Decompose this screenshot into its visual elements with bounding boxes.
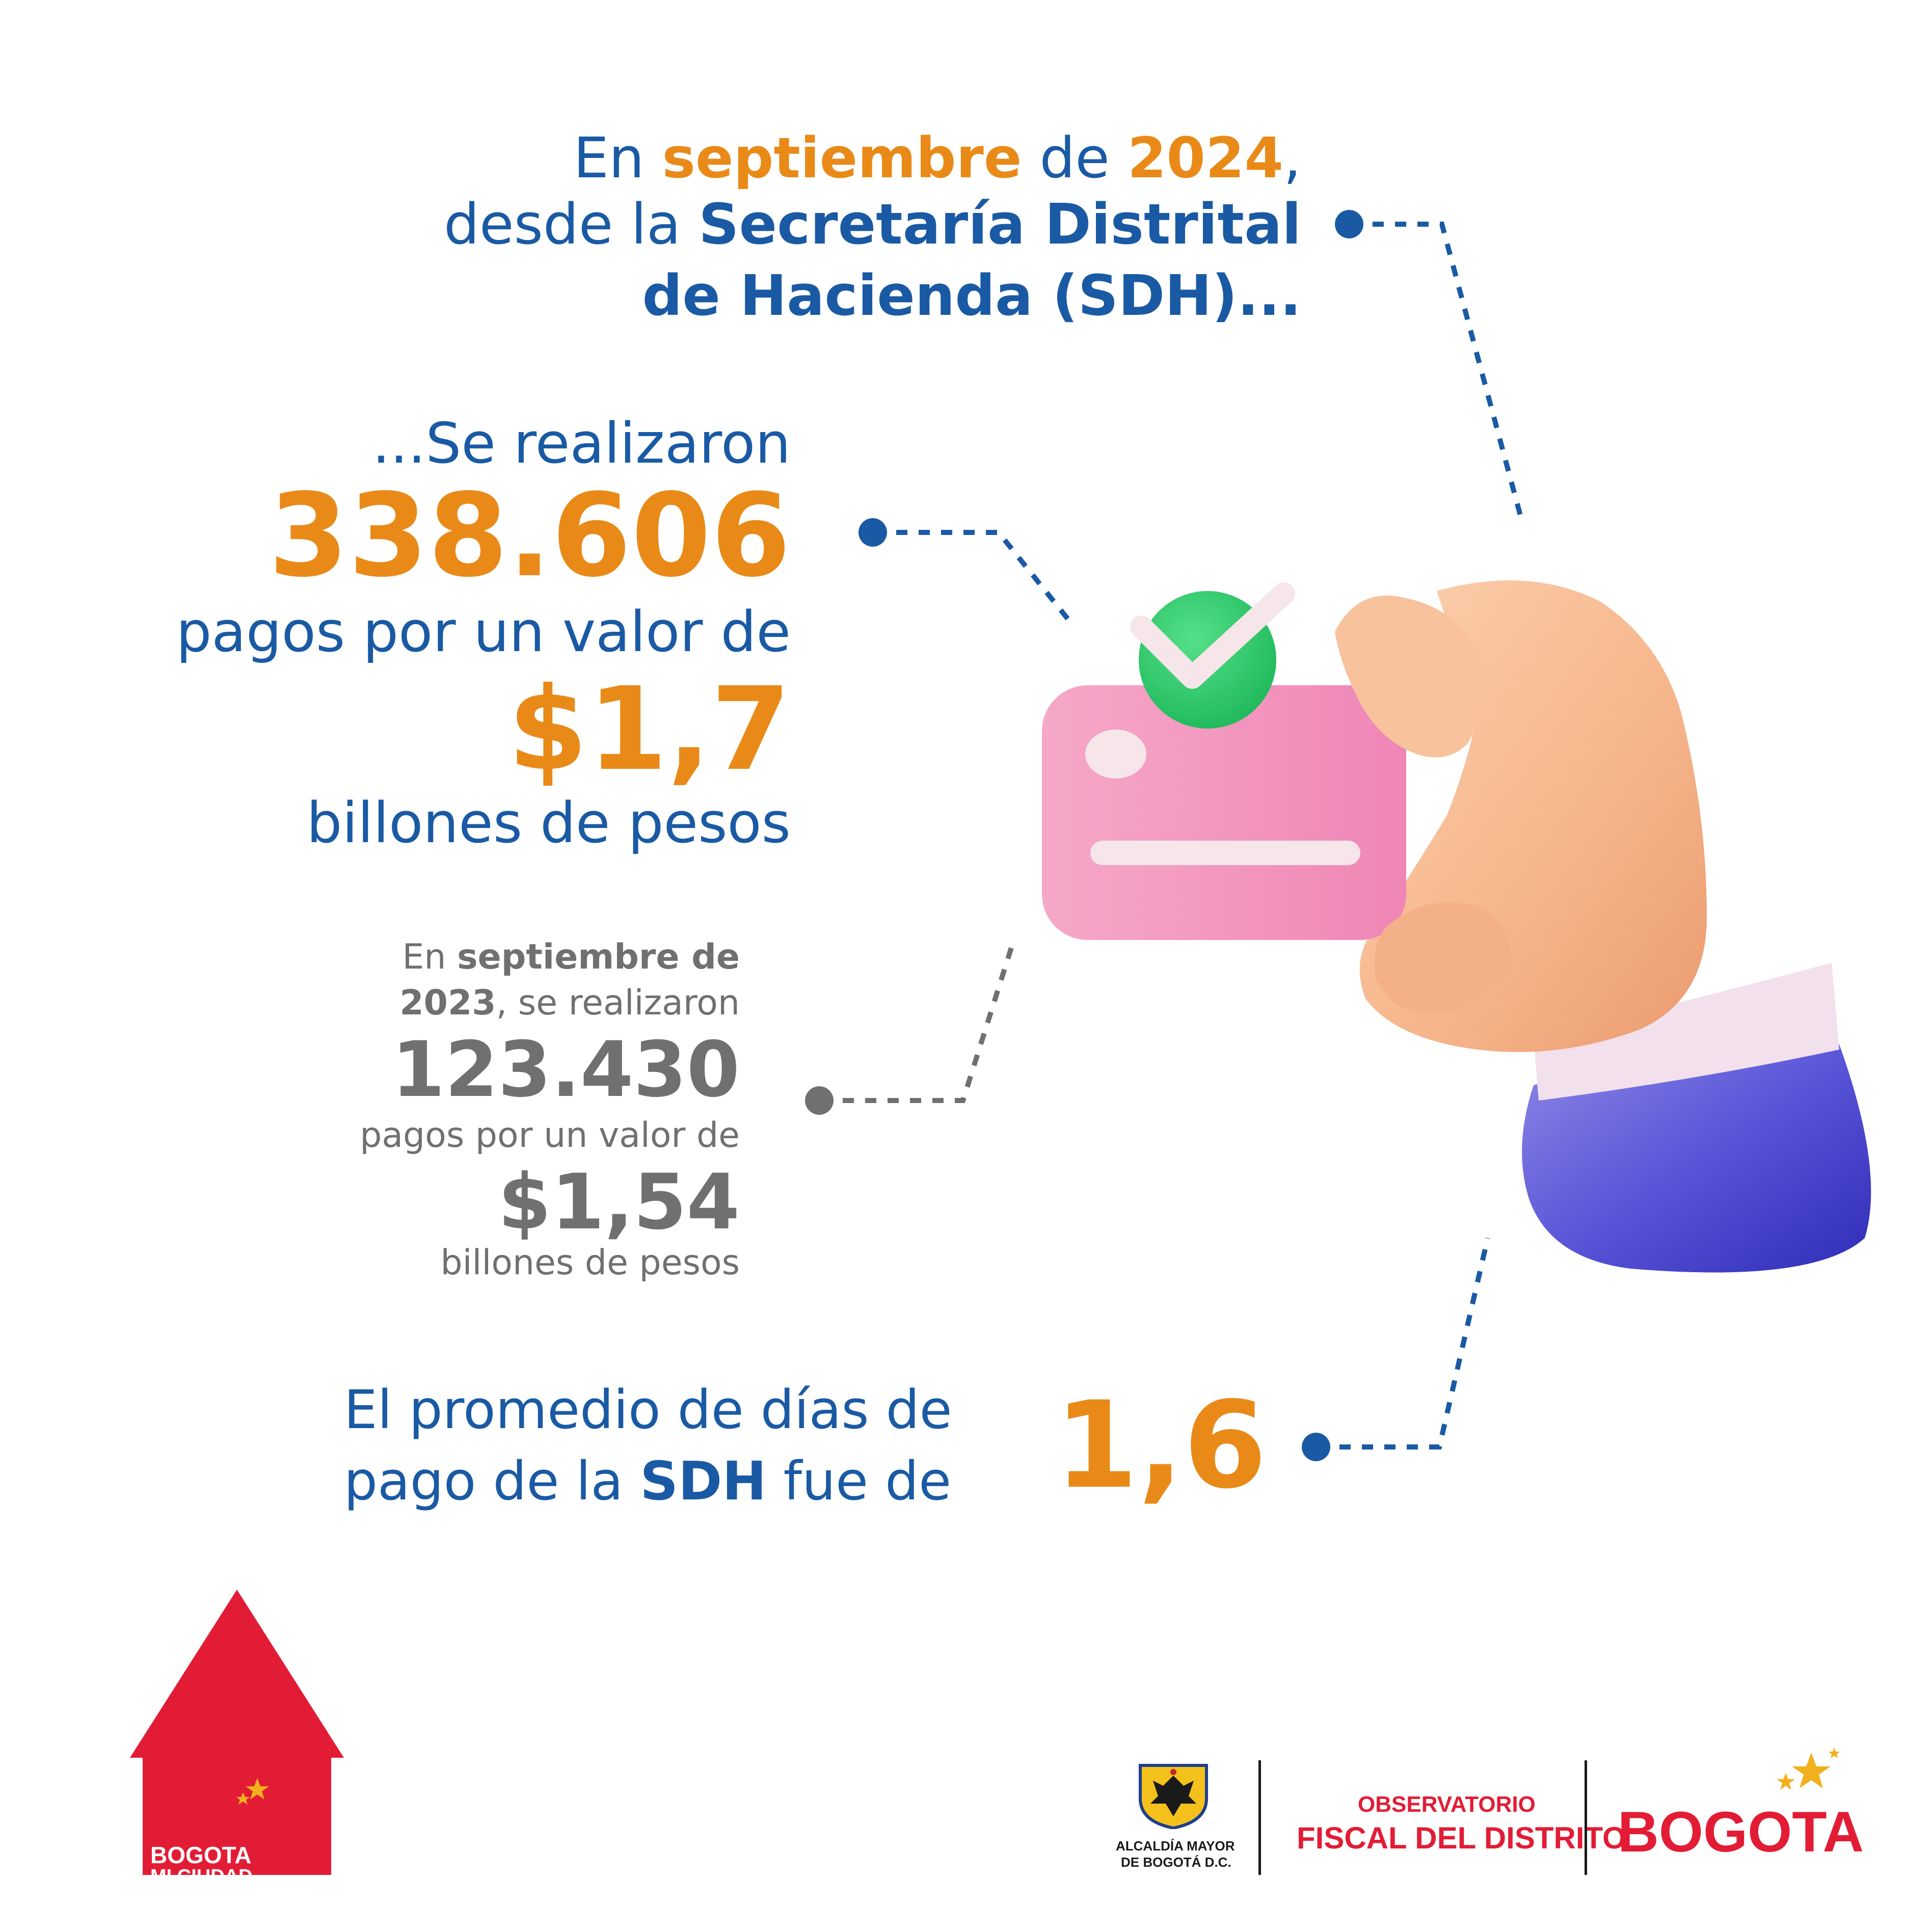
dot-2024 [858, 518, 887, 547]
stat-2024-unit: billones de pesos [306, 790, 791, 855]
logo-divider-2 [1585, 1760, 1587, 1875]
thumb-shape [1335, 595, 1484, 758]
header-line-2: desde la Secretaría Distrital [444, 192, 1301, 257]
bogota-logo: BOGOTA [1618, 1800, 1864, 1864]
coat-of-arms-icon [1139, 1764, 1208, 1829]
card-strip [1090, 841, 1360, 865]
stat-2024-value: $1,7 [507, 663, 791, 796]
dot-average [1302, 1433, 1330, 1461]
dot-header [1335, 210, 1363, 238]
connector-2024 [874, 530, 1072, 624]
star-icon [1777, 1748, 1840, 1790]
house-logo-line-3: MI CASA [150, 1885, 232, 1907]
observatorio-line-1: OBSERVATORIO [1358, 1792, 1536, 1817]
alcaldia-line-2: DE BOGOTÁ D.C. [1121, 1855, 1231, 1870]
stat-2023-line-1: En septiembre de [402, 937, 740, 977]
cuff-shape [1534, 963, 1839, 1101]
connector-header [1350, 222, 1523, 518]
stat-2023-value: $1,54 [498, 1158, 740, 1247]
house-logo [130, 1590, 344, 1875]
header-line-1: En septiembre de 2024, [573, 125, 1301, 191]
stat-2023-line-2: 2023, se realizaron [399, 983, 740, 1023]
header-line-3: de Hacienda (SDH)... [642, 263, 1301, 328]
average-line-1: El promedio de días de [344, 1379, 952, 1441]
sleeve-shape [1522, 1035, 1871, 1273]
stat-2024-intro: ...Se realizaron [372, 411, 791, 476]
house-logo-line-2: MI CIUDAD [150, 1866, 253, 1887]
house-logo-line-1: BOGOTA [150, 1842, 252, 1868]
star-icon [236, 1778, 269, 1805]
observatorio-line-2: FISCAL DEL DISTRITO [1297, 1821, 1626, 1855]
stat-2023-payments: 123.430 [391, 1026, 740, 1114]
average-value: 1,6 [1055, 1376, 1267, 1515]
stat-2023-unit: billones de pesos [440, 1243, 740, 1283]
dot-2023 [805, 1086, 834, 1115]
average-line-2: pago de la SDH fue de [344, 1450, 952, 1512]
logo-divider-1 [1258, 1760, 1261, 1875]
stat-2024-value-prefix: pagos por un valor de [176, 599, 791, 664]
stat-2023-value-prefix: pagos por un valor de [360, 1115, 740, 1156]
stat-2024-payments: 338.606 [269, 469, 791, 603]
check-mark [1130, 582, 1295, 689]
connector-2023 [820, 947, 1014, 1103]
card-chip [1085, 730, 1146, 779]
finger-shape [1374, 902, 1510, 1014]
alcaldia-line-1: ALCALDÍA MAYOR [1116, 1838, 1235, 1854]
connector-average [1317, 1237, 1490, 1450]
